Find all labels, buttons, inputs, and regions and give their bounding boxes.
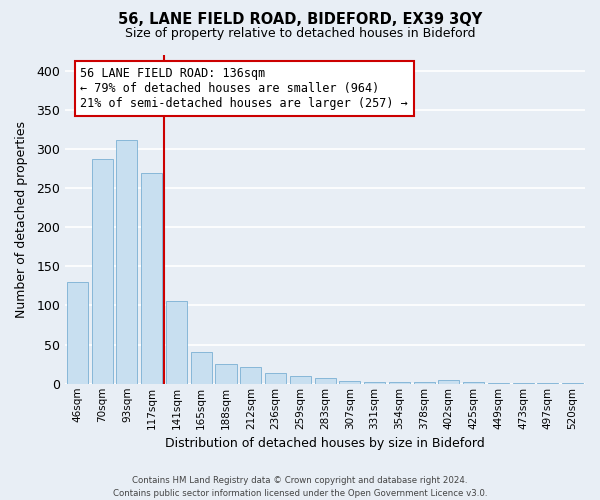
Bar [389,382,410,384]
X-axis label: Distribution of detached houses by size in Bideford: Distribution of detached houses by size … [165,437,485,450]
Bar [562,383,583,384]
Bar [512,383,533,384]
Bar [191,352,212,384]
Bar [364,382,385,384]
Text: Contains HM Land Registry data © Crown copyright and database right 2024.
Contai: Contains HM Land Registry data © Crown c… [113,476,487,498]
Y-axis label: Number of detached properties: Number of detached properties [15,121,28,318]
Bar [141,173,162,384]
Bar [67,282,88,384]
Bar [314,378,335,384]
Bar [166,301,187,384]
Bar [290,376,311,384]
Bar [488,383,509,384]
Bar [240,366,261,384]
Text: Size of property relative to detached houses in Bideford: Size of property relative to detached ho… [125,28,475,40]
Bar [413,382,434,384]
Bar [92,159,113,384]
Bar [265,373,286,384]
Bar [215,364,236,384]
Bar [538,383,559,384]
Bar [463,382,484,384]
Bar [116,140,137,384]
Text: 56, LANE FIELD ROAD, BIDEFORD, EX39 3QY: 56, LANE FIELD ROAD, BIDEFORD, EX39 3QY [118,12,482,28]
Text: 56 LANE FIELD ROAD: 136sqm
← 79% of detached houses are smaller (964)
21% of sem: 56 LANE FIELD ROAD: 136sqm ← 79% of deta… [80,66,408,110]
Bar [439,380,460,384]
Bar [339,382,361,384]
